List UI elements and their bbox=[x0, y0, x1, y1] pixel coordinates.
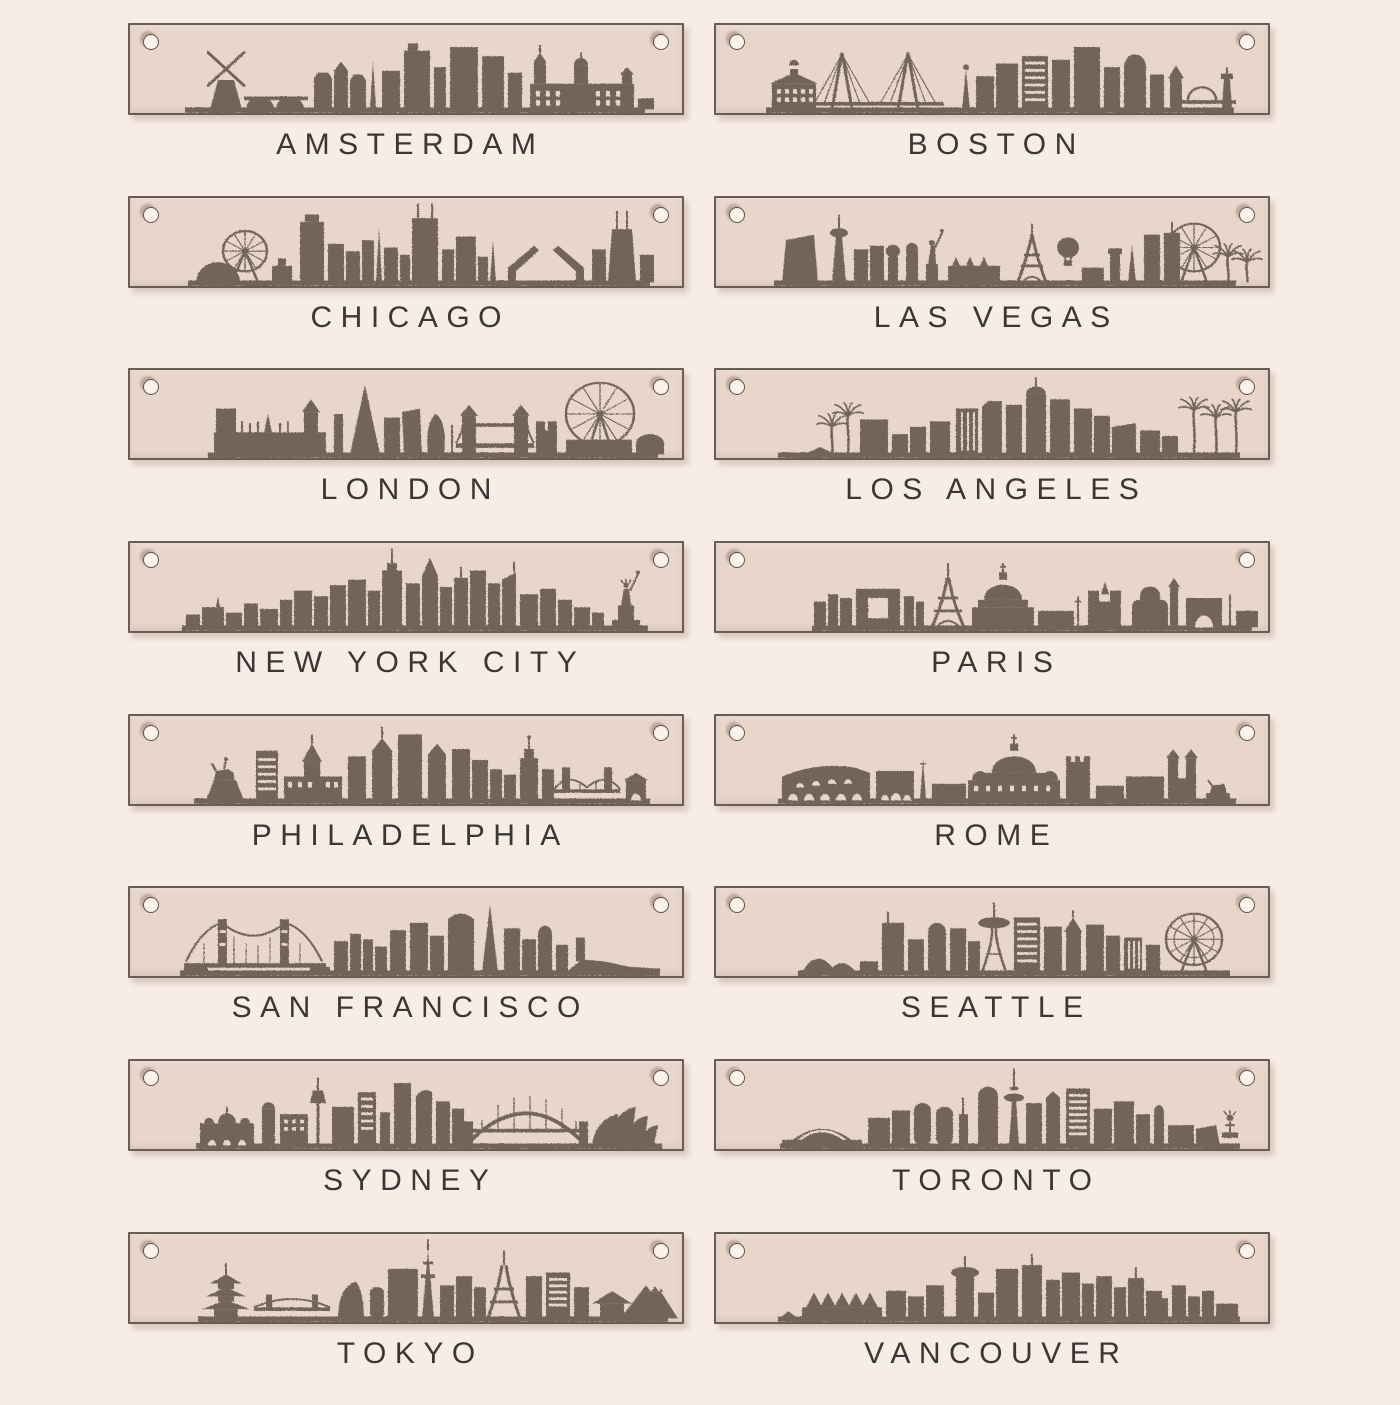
seattle-skyline-icon bbox=[798, 903, 1230, 977]
chicago-skyline-icon bbox=[188, 203, 654, 286]
philadelphia-skyline-icon bbox=[194, 726, 650, 804]
plaque bbox=[714, 23, 1270, 115]
skyline-plaque-amsterdam: AMSTERDAM bbox=[128, 23, 684, 196]
london-skyline-icon bbox=[208, 382, 664, 459]
skyline-plaque-chicago: CHICAGO bbox=[128, 195, 684, 369]
hanging-hole-right-icon bbox=[653, 1070, 669, 1087]
plaque bbox=[128, 886, 684, 979]
toronto-skyline-icon bbox=[780, 1068, 1240, 1150]
city-label: LONDON bbox=[320, 473, 500, 507]
paris-skyline-icon bbox=[812, 563, 1258, 632]
hanging-hole-right-icon bbox=[653, 379, 669, 396]
skyline-plaque-rome: ROME bbox=[714, 713, 1270, 887]
city-label: VANCOUVER bbox=[864, 1336, 1129, 1370]
boston-skyline-icon bbox=[766, 47, 1236, 113]
city-label: CHICAGO bbox=[310, 300, 510, 334]
hanging-hole-right-icon bbox=[653, 206, 669, 223]
city-label: PARIS bbox=[931, 646, 1062, 680]
hanging-hole-right-icon bbox=[653, 724, 669, 741]
city-label: SEATTLE bbox=[900, 991, 1092, 1025]
city-label: LOS ANGELES bbox=[845, 473, 1148, 507]
hanging-hole-right-icon bbox=[1239, 206, 1255, 223]
plaque bbox=[128, 23, 684, 115]
tokyo-skyline-icon bbox=[198, 1239, 678, 1322]
hanging-hole-left-icon bbox=[729, 1070, 745, 1087]
city-label: TOKYO bbox=[336, 1336, 484, 1370]
hanging-hole-left-icon bbox=[143, 1242, 159, 1259]
plaque bbox=[128, 1231, 684, 1324]
skyline-plaque-seattle: SEATTLE bbox=[714, 886, 1270, 1059]
skyline-plaque-los-angeles: LOS ANGELES bbox=[714, 368, 1270, 541]
hanging-hole-right-icon bbox=[653, 552, 669, 569]
hanging-hole-left-icon bbox=[143, 897, 159, 914]
hanging-hole-right-icon bbox=[1239, 724, 1255, 741]
hanging-hole-right-icon bbox=[653, 897, 669, 914]
city-label: LAS VEGAS bbox=[873, 300, 1119, 334]
plaque bbox=[714, 886, 1270, 979]
skyline-plaque-sydney: SYDNEY bbox=[128, 1059, 684, 1232]
plaque bbox=[714, 713, 1270, 806]
sydney-skyline-icon bbox=[196, 1077, 662, 1150]
hanging-hole-left-icon bbox=[143, 1070, 159, 1087]
hanging-hole-left-icon bbox=[729, 379, 745, 396]
skyline-plaque-boston: BOSTON bbox=[714, 23, 1270, 196]
new-york-city-skyline-icon bbox=[182, 548, 648, 632]
hanging-hole-right-icon bbox=[1239, 897, 1255, 914]
hanging-hole-left-icon bbox=[729, 724, 745, 741]
hanging-hole-left-icon bbox=[143, 34, 159, 50]
plaque bbox=[714, 541, 1270, 634]
hanging-hole-left-icon bbox=[143, 552, 159, 569]
hanging-hole-right-icon bbox=[653, 34, 669, 50]
hanging-hole-left-icon bbox=[143, 379, 159, 396]
hanging-hole-left-icon bbox=[729, 34, 745, 50]
skyline-plaque-las-vegas: LAS VEGAS bbox=[714, 195, 1270, 369]
plaque bbox=[714, 368, 1270, 461]
skyline-plaque-paris: PARIS bbox=[714, 541, 1270, 714]
plaque bbox=[128, 713, 684, 806]
hanging-hole-right-icon bbox=[1239, 552, 1255, 569]
skyline-plaque-philadelphia: PHILADELPHIA bbox=[128, 713, 684, 887]
city-label: BOSTON bbox=[907, 128, 1085, 161]
skyline-plaque-tokyo: TOKYO bbox=[128, 1231, 684, 1405]
hanging-hole-left-icon bbox=[729, 552, 745, 569]
rome-skyline-icon bbox=[778, 734, 1236, 804]
hanging-hole-right-icon bbox=[1239, 34, 1255, 50]
city-label: AMSTERDAM bbox=[276, 128, 545, 161]
city-label: SYDNEY bbox=[323, 1164, 498, 1198]
skyline-plaque-vancouver: VANCOUVER bbox=[714, 1231, 1270, 1405]
hanging-hole-left-icon bbox=[729, 206, 745, 223]
city-label: NEW YORK CITY bbox=[235, 646, 586, 680]
hanging-hole-right-icon bbox=[653, 1242, 669, 1259]
city-label: PHILADELPHIA bbox=[251, 818, 569, 852]
skyline-plaque-new-york-city: NEW YORK CITY bbox=[128, 541, 684, 714]
hanging-hole-left-icon bbox=[143, 724, 159, 741]
plaque bbox=[714, 195, 1270, 288]
city-label: ROME bbox=[934, 818, 1059, 852]
plaque bbox=[714, 1231, 1270, 1324]
hanging-hole-right-icon bbox=[1239, 1070, 1255, 1087]
hanging-hole-right-icon bbox=[1239, 1242, 1255, 1259]
city-label: TORONTO bbox=[892, 1164, 1101, 1198]
skyline-plaque-london: LONDON bbox=[128, 368, 684, 541]
vancouver-skyline-icon bbox=[778, 1253, 1240, 1322]
skyline-plaque-san-francisco: SAN FRANCISCO bbox=[128, 886, 684, 1059]
san-francisco-skyline-icon bbox=[180, 904, 660, 977]
city-label: SAN FRANCISCO bbox=[231, 991, 589, 1025]
plaque bbox=[128, 1059, 684, 1152]
hanging-hole-left-icon bbox=[143, 206, 159, 223]
hanging-hole-left-icon bbox=[729, 1242, 745, 1259]
plaque bbox=[128, 195, 684, 288]
amsterdam-skyline-icon bbox=[185, 43, 654, 113]
hanging-hole-left-icon bbox=[729, 897, 745, 914]
plaque bbox=[128, 368, 684, 461]
skyline-plaque-toronto: TORONTO bbox=[714, 1059, 1270, 1232]
las-vegas-skyline-icon bbox=[774, 214, 1263, 286]
hanging-hole-right-icon bbox=[1239, 379, 1255, 396]
plaque bbox=[714, 1059, 1270, 1152]
los-angeles-skyline-icon bbox=[778, 377, 1252, 459]
plaque bbox=[128, 541, 684, 634]
